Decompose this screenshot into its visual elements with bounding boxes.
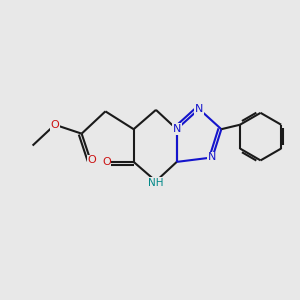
Text: O: O xyxy=(88,155,96,165)
Text: N: N xyxy=(208,152,217,162)
Text: O: O xyxy=(102,157,111,167)
Text: N: N xyxy=(195,104,203,114)
Text: NH: NH xyxy=(148,178,164,188)
Text: N: N xyxy=(172,124,181,134)
Text: O: O xyxy=(50,120,59,130)
